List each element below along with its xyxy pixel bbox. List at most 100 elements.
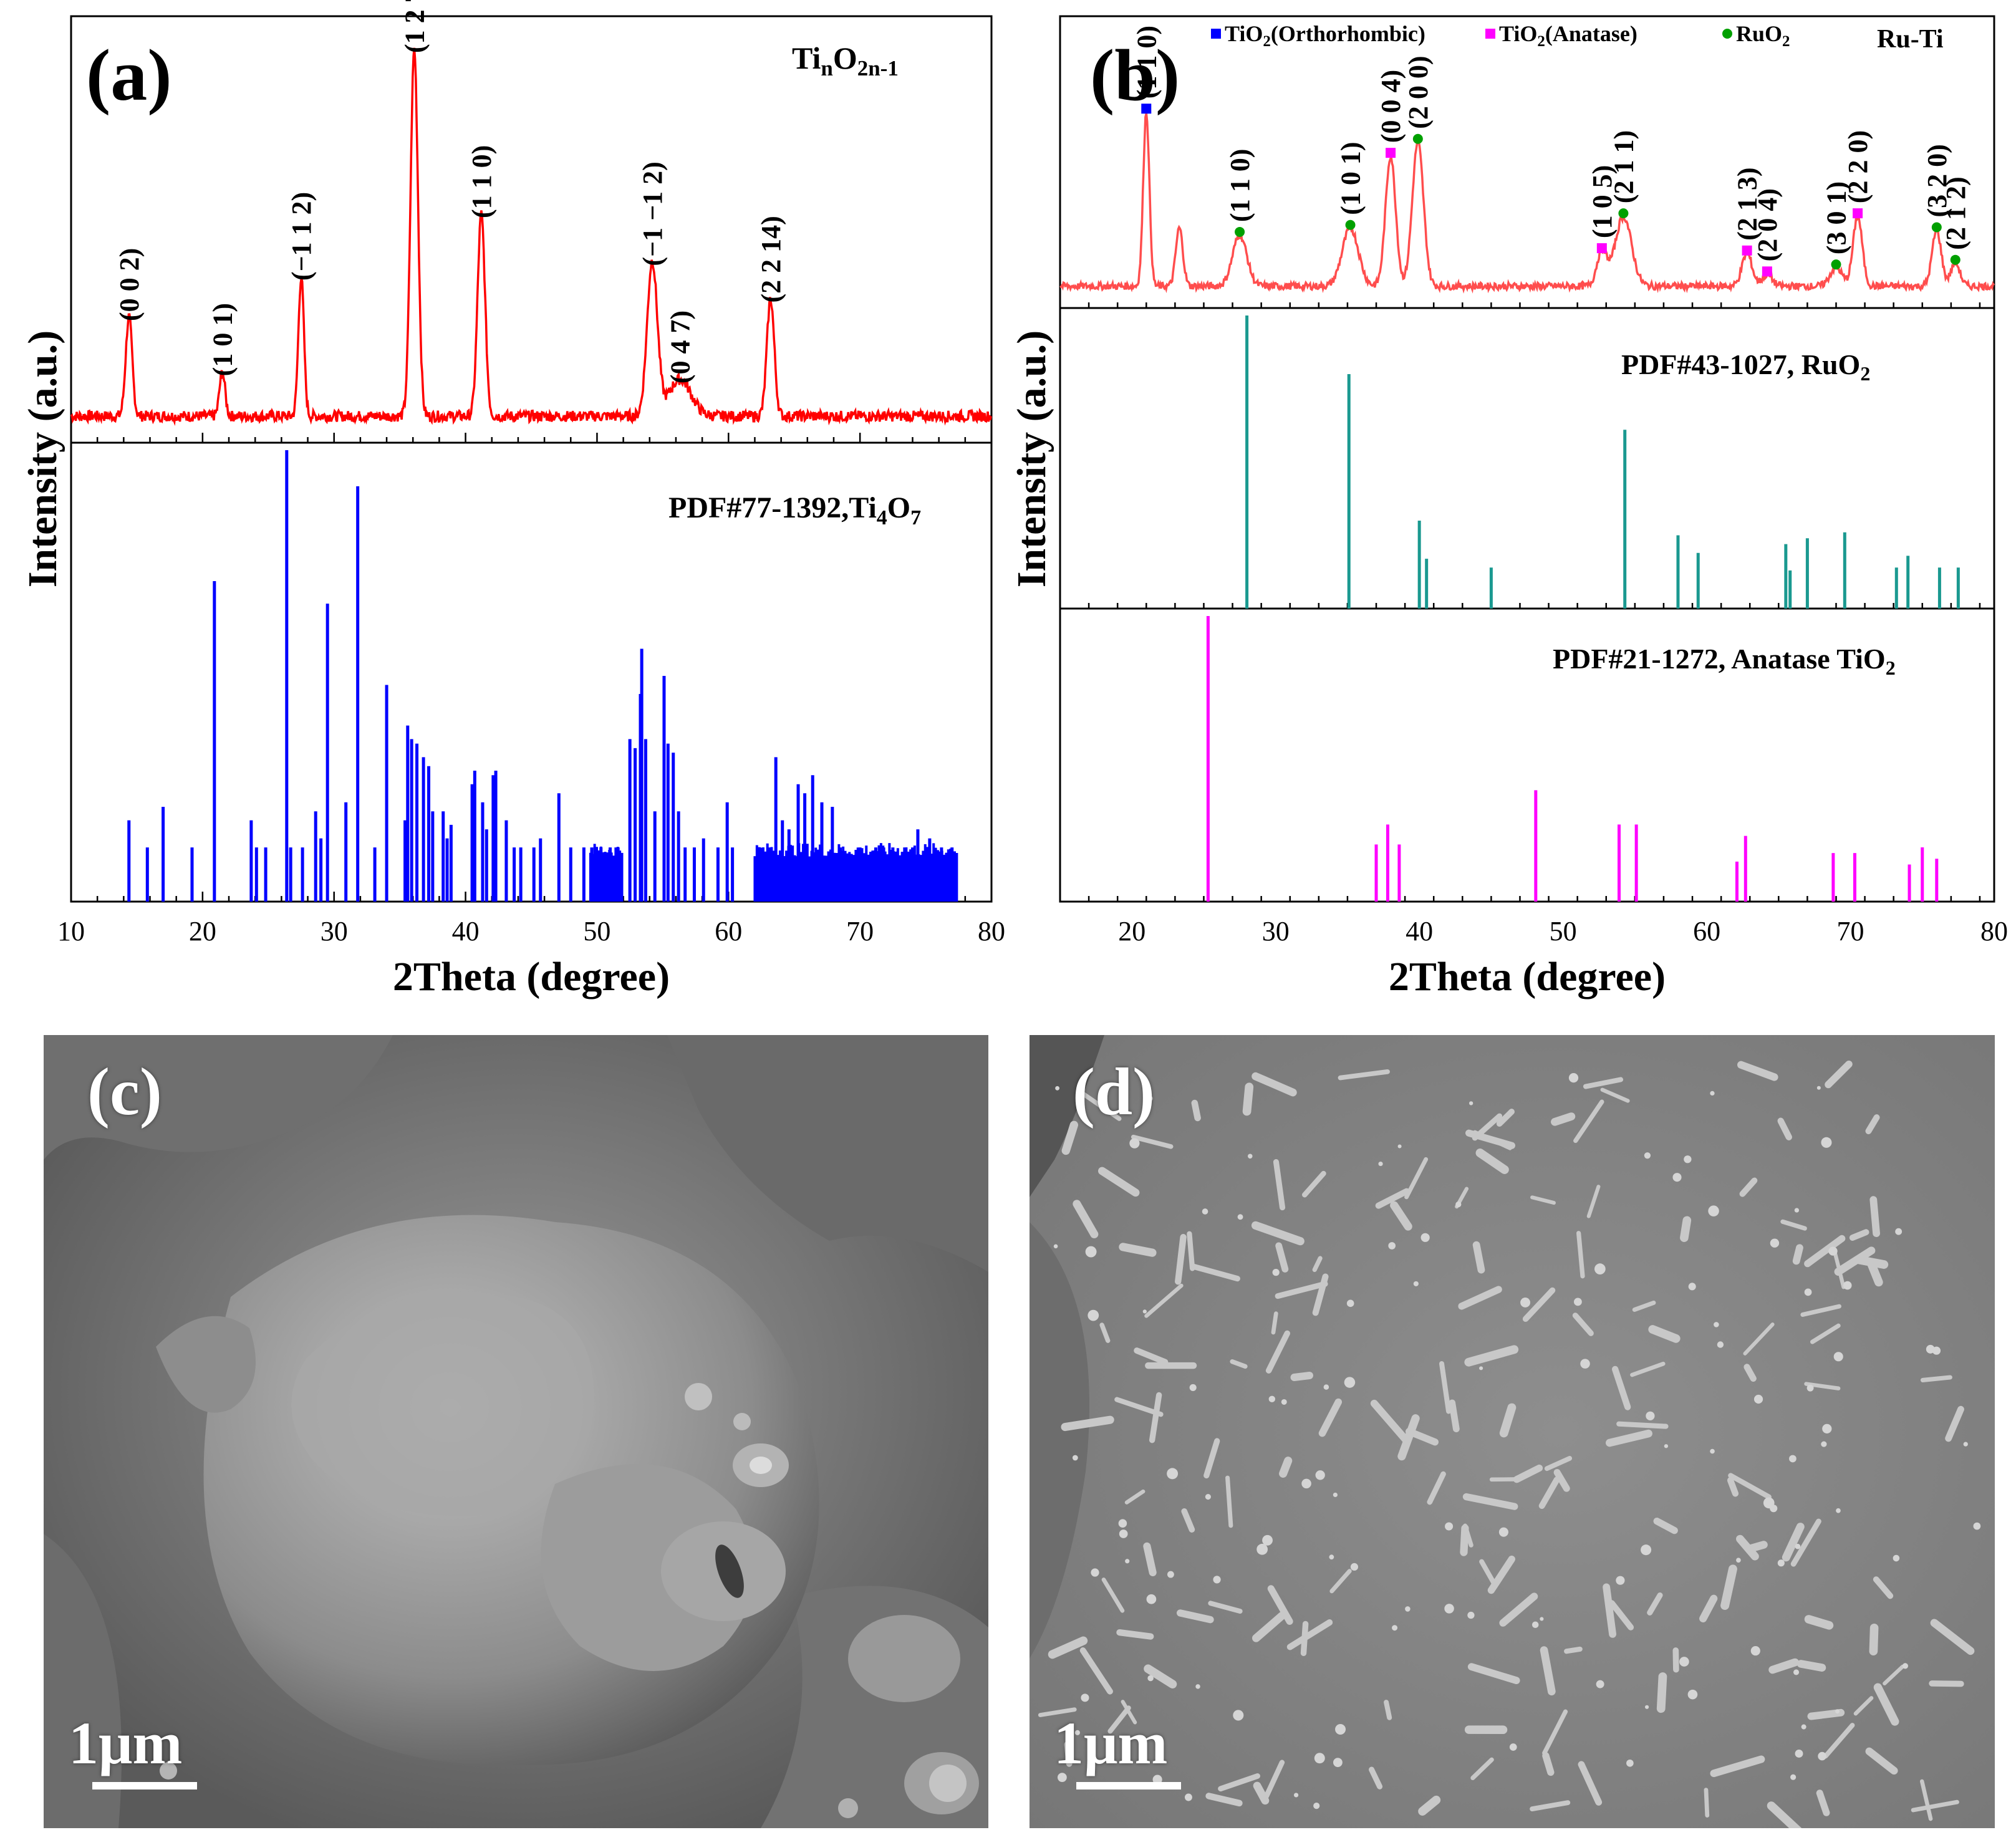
particle [1167,1468,1179,1480]
particle [1770,1238,1780,1248]
y-axis-label: Intensity (a.u.) [20,330,65,588]
nanorod [1286,1619,1333,1650]
nanorod [1079,1647,1113,1695]
nanorod [1149,1392,1162,1443]
hkl-label: (2 1 2) [1941,176,1971,249]
nanorod [1869,1623,1879,1655]
nanorod [1253,1781,1270,1805]
particle [1344,1377,1356,1388]
panel-c-label: (c) [87,1055,162,1129]
nanorod [1704,1788,1710,1818]
particle [1626,1759,1634,1767]
particle [1794,1208,1800,1213]
particle [1777,1559,1785,1567]
sem-image-c [44,1035,988,1828]
particle [1795,1543,1801,1549]
particle [1644,1152,1651,1159]
nanorod [1804,1382,1841,1390]
nanorod [1699,1594,1718,1622]
nanorod [1823,1723,1855,1759]
x-tick-label: 60 [1693,916,1720,946]
nanorod [1542,1709,1568,1756]
nanorod [1883,1664,1905,1686]
particle [1088,1309,1099,1321]
particle [1926,1344,1935,1354]
nanorod [1290,1371,1313,1382]
particle [1213,1576,1221,1584]
nanorod [1252,1611,1286,1642]
particle [1770,1505,1778,1513]
particle [1644,1705,1649,1709]
particle [1388,1242,1396,1250]
hkl-label: (1 1 0) [1131,26,1162,99]
particle [1710,1091,1715,1096]
nanorod [1472,1241,1485,1274]
particle [1717,1341,1724,1348]
x-axis-label: 2Theta (degree) [393,954,670,999]
nanorod [1242,1082,1254,1116]
nanorod [1736,1534,1759,1561]
x-tick-label: 10 [57,916,85,946]
nanorod [1653,1518,1678,1534]
x-tick-label: 60 [715,916,742,946]
nanorod [1800,1304,1841,1317]
particle [1262,1534,1273,1546]
nanorod [1181,1508,1195,1533]
particle [1237,1214,1243,1220]
nanorod [1648,1325,1681,1343]
nanorod [1743,1322,1775,1356]
nanorod [1792,1244,1803,1265]
nanorod [1101,1577,1125,1613]
nanorod [1098,1167,1140,1197]
nanorod [1727,1477,1739,1497]
nanorod [1544,1456,1573,1472]
nanorod [1124,1489,1145,1505]
hkl-label: (2 1 1) [1608,130,1639,203]
particle [1205,1494,1211,1500]
nanorod [1573,1099,1604,1144]
particle [1531,1621,1539,1628]
nanorod [1301,1170,1326,1198]
nanorod [1611,1366,1631,1410]
nanorod [1487,1555,1515,1594]
nanorod [1873,1683,1899,1726]
particle [1750,1645,1760,1656]
phase-marker [1853,208,1863,219]
particle [1392,1625,1398,1631]
hkl-label: (0 4 7) [665,311,695,383]
x-axis-label: 2Theta (degree) [1389,954,1666,999]
nanorod [1737,1061,1778,1081]
nanorod [1833,1252,1846,1289]
nanorod [1728,1473,1772,1500]
scale-text-c: 1μm [69,1710,183,1776]
nanorod [1825,1060,1853,1089]
trace-label: Ru-Ti [1877,25,1944,54]
reference-label: PDF#43-1027, RuO2 [1621,349,1870,385]
particle [1479,1366,1483,1370]
particle [1405,1606,1411,1612]
particle [1268,1395,1276,1403]
particle [1118,1519,1127,1528]
nanorod [1061,1120,1079,1155]
phase-marker [1618,208,1629,219]
phase-marker [1345,219,1356,230]
particle [1469,1101,1473,1105]
x-tick-label: 50 [583,916,610,946]
nanorod [1475,1149,1509,1174]
particle [1688,1283,1696,1291]
nanorod [1790,1518,1821,1567]
nanorod [1176,1609,1214,1624]
nanorod [1647,1592,1663,1616]
nanorod [1553,1468,1570,1492]
phase-marker [1412,133,1423,144]
hkl-label: (3 0 1) [1821,181,1851,254]
nanorod [1869,1196,1880,1238]
particle [1074,1730,1080,1735]
nanorod [1312,1256,1323,1273]
particle [1397,1144,1402,1149]
nanorod [1273,1158,1286,1211]
particle [1616,1576,1625,1585]
nanorod [1767,1801,1802,1828]
nanorod [1920,1375,1952,1382]
